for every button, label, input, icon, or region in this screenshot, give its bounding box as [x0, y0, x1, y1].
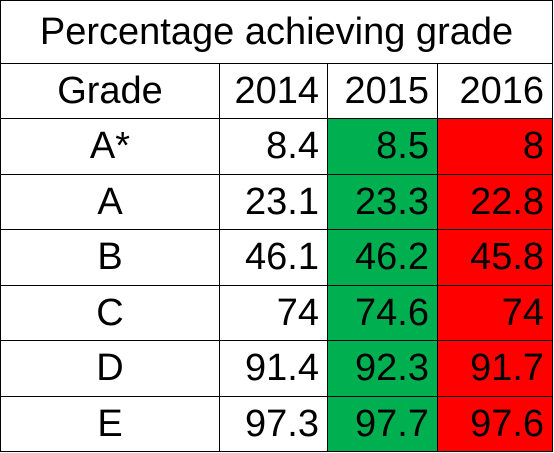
table-row: B 46.1 46.2 45.8: [0, 229, 554, 286]
grade-cell: D: [0, 340, 220, 397]
title-row: Percentage achieving grade: [0, 0, 554, 64]
table-row: D 91.4 92.3 91.7: [0, 340, 554, 397]
column-header-2014: 2014: [219, 63, 328, 119]
value-2015-cell: 46.2: [327, 229, 438, 286]
value-2014-cell: 74: [219, 284, 328, 341]
value-2016-cell: 22.8: [436, 173, 554, 230]
column-header-grade: Grade: [0, 63, 220, 119]
value-2016-cell: 45.8: [436, 229, 554, 286]
column-header-2016: 2016: [436, 63, 554, 119]
table-row: A* 8.4 8.5 8: [0, 118, 554, 175]
grade-cell: B: [0, 229, 220, 286]
value-2015-cell: 97.7: [327, 395, 438, 452]
header-row: Grade 2014 2015 2016: [0, 63, 554, 119]
table-title: Percentage achieving grade: [0, 0, 554, 64]
value-2016-cell: 74: [436, 284, 554, 341]
table-row: A 23.1 23.3 22.8: [0, 173, 554, 230]
value-2016-cell: 97.6: [436, 395, 554, 452]
table-row: E 97.3 97.7 97.6: [0, 395, 554, 452]
column-header-2015: 2015: [327, 63, 438, 119]
value-2015-cell: 92.3: [327, 340, 438, 397]
grade-cell: C: [0, 284, 220, 341]
value-2016-cell: 8: [436, 118, 554, 175]
value-2014-cell: 23.1: [219, 173, 328, 230]
table-row: C 74 74.6 74: [0, 284, 554, 341]
grade-cell: A*: [0, 118, 220, 175]
value-2015-cell: 8.5: [327, 118, 438, 175]
value-2015-cell: 74.6: [327, 284, 438, 341]
grade-cell: A: [0, 173, 220, 230]
value-2014-cell: 8.4: [219, 118, 328, 175]
value-2015-cell: 23.3: [327, 173, 438, 230]
value-2016-cell: 91.7: [436, 340, 554, 397]
grade-cell: E: [0, 395, 220, 452]
value-2014-cell: 46.1: [219, 229, 328, 286]
value-2014-cell: 97.3: [219, 395, 328, 452]
value-2014-cell: 91.4: [219, 340, 328, 397]
